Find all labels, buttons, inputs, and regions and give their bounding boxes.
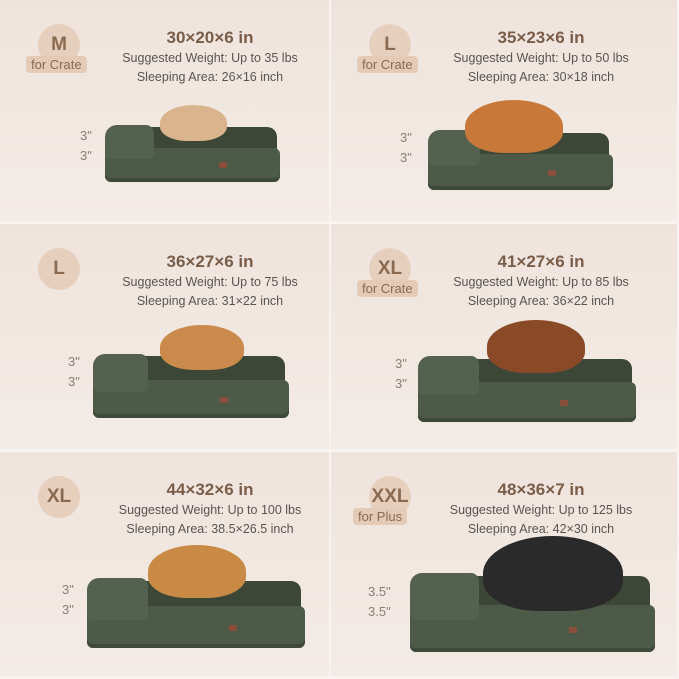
dog-image: [160, 105, 228, 141]
dimensions-title: 41×27×6 in: [497, 252, 585, 271]
dog-bed-image: [428, 125, 613, 190]
fit-label: for Crate: [26, 56, 87, 73]
size-badge: L: [38, 248, 80, 290]
sleeping-area: Sleeping Area: 36×22 inch: [467, 294, 615, 308]
layer-thickness: 3": [400, 150, 412, 165]
layer-thickness: 3": [62, 582, 74, 597]
suggested-weight: Suggested Weight: Up to 50 lbs: [453, 51, 629, 65]
fit-label: for Crate: [357, 280, 418, 297]
dimensions-title: 44×32×6 in: [166, 480, 254, 499]
layer-thickness: 3": [68, 374, 80, 389]
layer-thickness: 3.5": [368, 604, 391, 619]
suggested-weight: Suggested Weight: Up to 85 lbs: [453, 275, 629, 289]
layer-thickness: 3": [395, 356, 407, 371]
sleeping-area: Sleeping Area: 31×22 inch: [136, 294, 284, 308]
dog-bed-image: [93, 348, 289, 418]
sleeping-area: Sleeping Area: 38.5×26.5 inch: [126, 522, 294, 536]
sleeping-area: Sleeping Area: 42×30 inch: [467, 522, 615, 536]
suggested-weight: Suggested Weight: Up to 75 lbs: [122, 275, 298, 289]
suggested-weight: Suggested Weight: Up to 125 lbs: [449, 503, 633, 517]
fit-label: for Plus: [353, 508, 408, 525]
layer-thickness: 3": [68, 354, 80, 369]
layer-thickness: 3": [80, 148, 92, 163]
dog-image: [487, 320, 585, 373]
layer-thickness-labels: 3" 3": [80, 126, 92, 166]
fit-label: for Crate: [357, 56, 418, 73]
size-badge: XL: [38, 476, 80, 518]
layer-thickness-labels: 3" 3": [400, 128, 412, 168]
dog-image: [483, 536, 623, 611]
dog-image: [465, 100, 563, 153]
layer-thickness-labels: 3" 3": [68, 352, 80, 392]
suggested-weight: Suggested Weight: Up to 35 lbs: [122, 51, 298, 65]
sleeping-area: Sleeping Area: 26×16 inch: [136, 70, 284, 84]
dimensions-title: 35×23×6 in: [497, 28, 585, 47]
layer-thickness: 3": [395, 376, 407, 391]
sleeping-area: Sleeping Area: 30×18 inch: [467, 70, 615, 84]
layer-thickness-labels: 3" 3": [62, 580, 74, 620]
dog-image: [148, 545, 246, 598]
dog-image: [160, 325, 244, 370]
layer-thickness: 3": [400, 130, 412, 145]
layer-thickness: 3.5": [368, 584, 391, 599]
dimensions-title: 48×36×7 in: [497, 480, 585, 499]
layer-thickness: 3": [62, 602, 74, 617]
dimensions-title: 36×27×6 in: [166, 252, 254, 271]
layer-thickness-labels: 3.5" 3.5": [368, 582, 391, 622]
dimensions-title: 30×20×6 in: [166, 28, 254, 47]
suggested-weight: Suggested Weight: Up to 100 lbs: [118, 503, 302, 517]
layer-thickness-labels: 3" 3": [395, 354, 407, 394]
layer-thickness: 3": [80, 128, 92, 143]
